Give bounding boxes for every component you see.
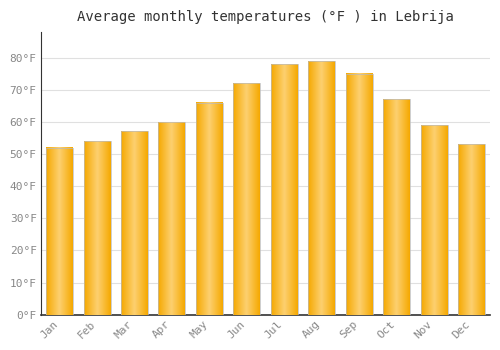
Bar: [383, 99, 410, 315]
Bar: [46, 148, 73, 315]
Bar: [121, 132, 148, 315]
Bar: [346, 74, 372, 315]
Title: Average monthly temperatures (°F ) in Lebrija: Average monthly temperatures (°F ) in Le…: [77, 10, 454, 24]
Bar: [420, 125, 448, 315]
Bar: [308, 61, 335, 315]
Bar: [234, 83, 260, 315]
Bar: [196, 103, 223, 315]
Bar: [84, 141, 110, 315]
Bar: [158, 122, 186, 315]
Bar: [271, 64, 298, 315]
Bar: [458, 144, 485, 315]
